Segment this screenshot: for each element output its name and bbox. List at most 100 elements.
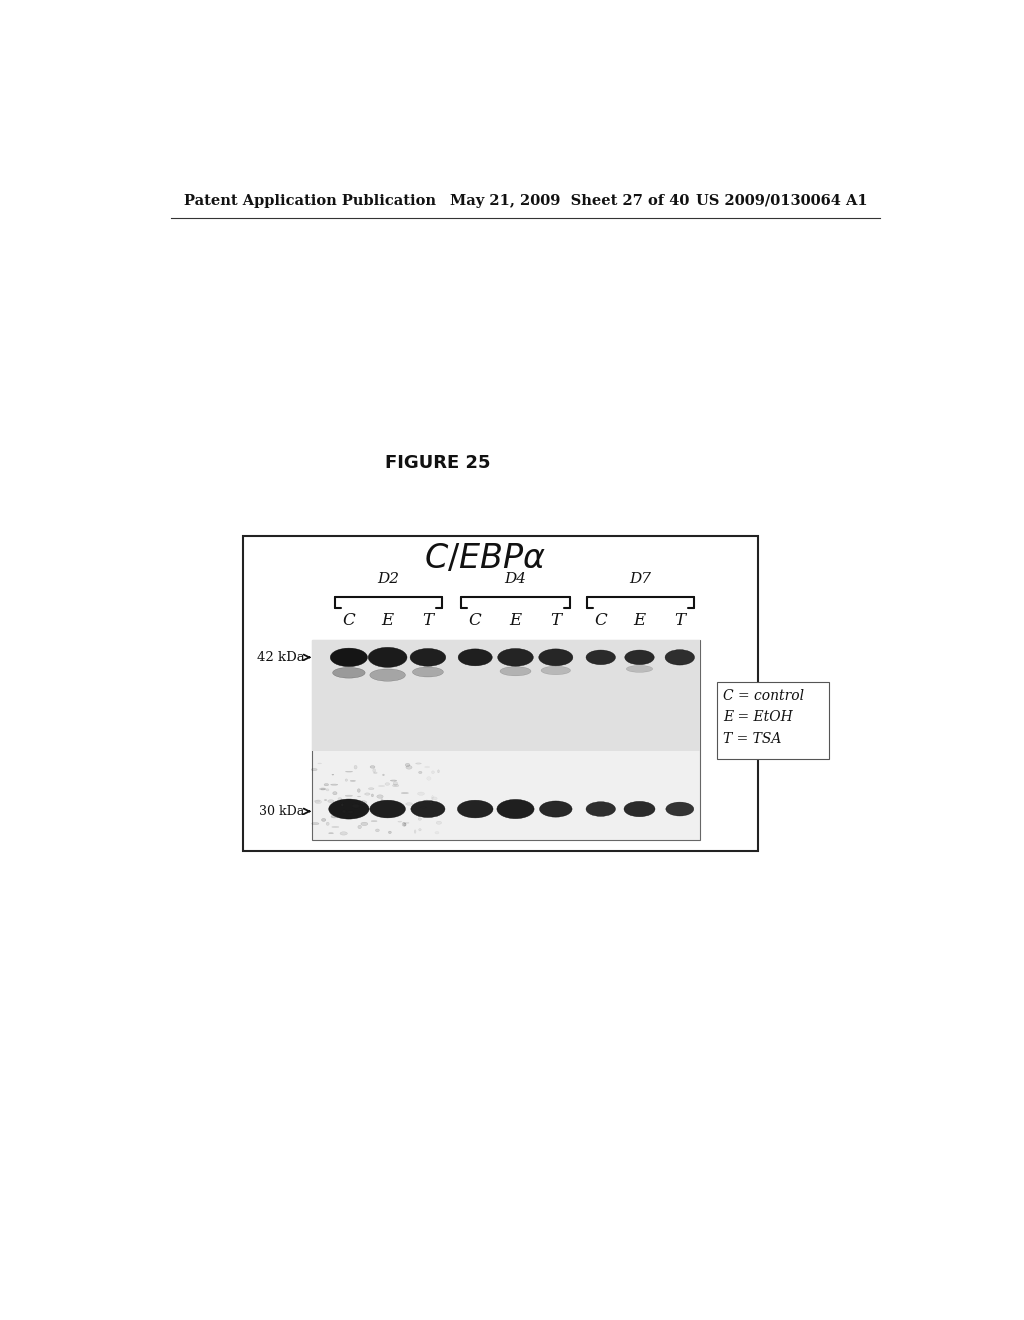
Ellipse shape	[434, 812, 435, 813]
Text: E = EtOH: E = EtOH	[723, 710, 793, 725]
Ellipse shape	[360, 822, 368, 825]
Text: Patent Application Publication: Patent Application Publication	[183, 194, 436, 207]
Ellipse shape	[374, 772, 377, 774]
Text: FIGURE 25: FIGURE 25	[385, 454, 490, 471]
Ellipse shape	[375, 813, 379, 817]
Ellipse shape	[385, 783, 390, 785]
Ellipse shape	[539, 649, 572, 665]
Ellipse shape	[328, 800, 334, 803]
Ellipse shape	[419, 829, 421, 830]
Ellipse shape	[431, 797, 437, 800]
Ellipse shape	[311, 768, 317, 771]
Ellipse shape	[586, 801, 615, 816]
Ellipse shape	[431, 771, 434, 774]
Ellipse shape	[333, 668, 366, 678]
Ellipse shape	[458, 800, 493, 818]
Ellipse shape	[541, 667, 570, 675]
Ellipse shape	[415, 830, 416, 833]
Ellipse shape	[341, 804, 344, 807]
Ellipse shape	[354, 766, 357, 770]
Text: May 21, 2009  Sheet 27 of 40: May 21, 2009 Sheet 27 of 40	[450, 194, 689, 207]
Ellipse shape	[369, 788, 374, 789]
Ellipse shape	[377, 795, 383, 799]
Text: E: E	[634, 612, 645, 628]
Ellipse shape	[418, 818, 422, 820]
Ellipse shape	[365, 793, 370, 795]
Ellipse shape	[319, 788, 326, 789]
Ellipse shape	[338, 797, 342, 800]
Ellipse shape	[625, 649, 654, 665]
Ellipse shape	[314, 800, 319, 803]
Ellipse shape	[418, 792, 425, 796]
Ellipse shape	[372, 793, 374, 797]
Text: E: E	[509, 612, 521, 628]
Ellipse shape	[402, 822, 406, 826]
Ellipse shape	[437, 770, 439, 772]
Ellipse shape	[392, 784, 398, 787]
Ellipse shape	[369, 647, 407, 668]
Ellipse shape	[458, 649, 493, 665]
Ellipse shape	[497, 800, 535, 818]
Ellipse shape	[327, 822, 329, 825]
Ellipse shape	[352, 804, 359, 808]
Ellipse shape	[357, 789, 360, 792]
Text: T = TSA: T = TSA	[723, 733, 781, 746]
Ellipse shape	[370, 800, 406, 818]
Ellipse shape	[436, 821, 441, 824]
Ellipse shape	[406, 763, 410, 767]
FancyBboxPatch shape	[312, 640, 700, 840]
Ellipse shape	[419, 771, 422, 774]
Ellipse shape	[324, 784, 329, 785]
Ellipse shape	[325, 800, 327, 801]
Ellipse shape	[331, 648, 368, 667]
Ellipse shape	[540, 801, 572, 817]
Text: 30 kDa: 30 kDa	[259, 805, 305, 818]
Text: D4: D4	[505, 572, 526, 586]
Text: 42 kDa: 42 kDa	[257, 651, 305, 664]
Ellipse shape	[406, 803, 413, 805]
Ellipse shape	[381, 799, 383, 800]
Ellipse shape	[393, 781, 397, 785]
Ellipse shape	[311, 822, 319, 825]
Ellipse shape	[665, 649, 694, 665]
Ellipse shape	[410, 648, 445, 667]
Text: T: T	[422, 612, 433, 628]
Text: C: C	[469, 612, 481, 628]
Ellipse shape	[406, 766, 412, 770]
Ellipse shape	[333, 792, 337, 795]
FancyBboxPatch shape	[717, 682, 829, 759]
Ellipse shape	[326, 789, 329, 791]
Ellipse shape	[342, 810, 346, 813]
Text: E: E	[382, 612, 393, 628]
FancyBboxPatch shape	[312, 640, 700, 751]
Ellipse shape	[376, 829, 379, 832]
Ellipse shape	[370, 766, 375, 768]
Ellipse shape	[586, 649, 615, 665]
FancyBboxPatch shape	[243, 536, 758, 851]
Ellipse shape	[315, 800, 322, 804]
Ellipse shape	[373, 768, 376, 772]
Ellipse shape	[321, 788, 325, 789]
Ellipse shape	[411, 800, 445, 817]
Text: US 2009/0130064 A1: US 2009/0130064 A1	[696, 194, 868, 207]
Ellipse shape	[500, 667, 531, 676]
Text: C: C	[594, 612, 607, 628]
Ellipse shape	[413, 667, 443, 677]
Ellipse shape	[401, 792, 409, 793]
Ellipse shape	[347, 810, 353, 813]
Ellipse shape	[345, 795, 352, 796]
Ellipse shape	[627, 665, 652, 672]
Text: D2: D2	[378, 572, 399, 586]
Ellipse shape	[498, 648, 534, 667]
Ellipse shape	[331, 814, 338, 818]
Text: T: T	[674, 612, 685, 628]
Ellipse shape	[430, 801, 433, 804]
Ellipse shape	[403, 824, 407, 826]
Text: $C/EBP\alpha$: $C/EBP\alpha$	[424, 543, 546, 574]
Ellipse shape	[383, 774, 384, 776]
Ellipse shape	[345, 779, 347, 781]
Ellipse shape	[388, 832, 391, 834]
Ellipse shape	[332, 826, 339, 828]
Ellipse shape	[370, 669, 406, 681]
Ellipse shape	[359, 801, 367, 804]
